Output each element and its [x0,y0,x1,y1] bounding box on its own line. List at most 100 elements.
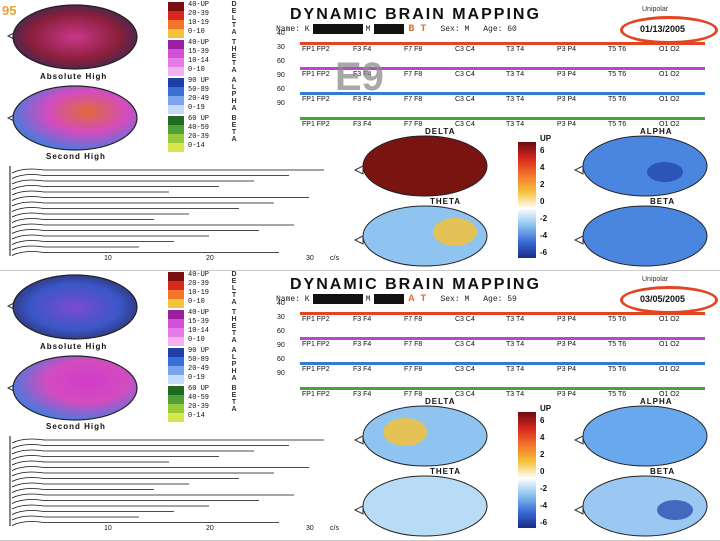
mapping-title: DYNAMIC BRAIN MAPPING [290,6,541,23]
age-label: Age: 59 [483,295,517,305]
electrode-label: P3 P4 [557,391,577,398]
legend-range-delta: 20-39 [188,280,210,288]
electrode-label: O1 O2 [659,341,680,348]
legend-swatch-alpha [168,96,184,105]
band-letter: H [231,316,237,323]
legend-range-delta: 0-10 [188,298,205,306]
legend-swatch-delta [168,281,184,290]
legend-range-beta: 60 UP [188,115,210,123]
band-letter: E [231,8,237,15]
axis-tick: 40 [277,300,285,307]
patient-header: Name: K M B T Sex: M Age: 60 [276,24,531,35]
electrode-label: T3 T4 [506,46,525,53]
electrode-label: T3 T4 [506,71,525,78]
legend-range-delta: 40-UP [188,1,210,9]
axis-tick: 60 [277,328,285,335]
second-high-label: Second High [46,422,106,431]
electrode-label: C3 C4 [455,341,475,348]
electrode-label: O1 O2 [659,96,680,103]
legend-swatch-delta [168,2,184,11]
legend-range-delta: 40-UP [188,271,210,279]
axis-tick: 30 [277,314,285,321]
alpha-map [582,405,708,467]
band-letter: L [231,15,237,22]
legend-range-beta: 0-14 [188,412,205,420]
map-label-theta: THETA [430,197,462,206]
axis-tick: 40 [277,30,285,37]
electrode-label: T3 T4 [506,391,525,398]
frequency-tick: 10 [104,525,112,532]
electrode-label: FP1 FP2 [302,46,330,53]
legend-swatch-beta [168,395,184,404]
redacted-middle [374,24,405,34]
band-trend-line-1 [300,42,705,45]
electrode-label: T3 T4 [506,121,525,128]
legend-swatch-theta [168,67,184,76]
band-letter: L [231,354,237,361]
band-trend-line-3 [300,92,705,95]
band-trend-line-4 [300,117,705,120]
electrode-label: F3 F4 [353,391,372,398]
patient-initials: B T [408,24,427,36]
electrode-label: T3 T4 [506,366,525,373]
band-letter: A [231,406,237,413]
legend-swatch-beta [168,404,184,413]
legend-swatch-alpha [168,375,184,384]
color-scale-tick: 4 [540,163,545,172]
electrode-label: P3 P4 [557,71,577,78]
legend-swatch-theta [168,58,184,67]
electrode-label: FP1 FP2 [302,366,330,373]
band-letter: H [231,98,237,105]
color-scale-tick: -6 [540,518,548,527]
band-letter: A [231,105,237,112]
band-letter: T [231,399,237,406]
electrode-label: F7 F8 [404,121,423,128]
absolute-high-label: Absolute High [40,342,108,351]
color-scale-title: UP [540,404,552,413]
legend-swatch-delta [168,272,184,281]
legend-swatch-theta [168,328,184,337]
band-letter: P [231,91,237,98]
band-letter: D [231,271,237,278]
middle-label: M [365,295,371,305]
color-scale-tick: -2 [540,484,548,493]
electrode-label: T5 T6 [608,391,627,398]
electrode-label: P3 P4 [557,316,577,323]
brain-map-panel-2: Absolute High Second High 40-UP 20-39 10-19 0… [0,270,720,541]
electrode-label: F3 F4 [353,366,372,373]
legend-swatch-alpha [168,357,184,366]
alpha-map [582,135,708,197]
electrode-label: P3 P4 [557,46,577,53]
frequency-tick: 30 [306,255,314,262]
electrode-label: FP1 FP2 [302,96,330,103]
patient-header: Name: K M A T Sex: M Age: 59 [276,294,531,305]
legend-swatch-beta [168,134,184,143]
band-letter: A [231,67,237,74]
legend-swatch-beta [168,143,184,152]
electrode-label: C3 C4 [455,366,475,373]
band-letter: E [231,278,237,285]
patient-initials: A T [408,294,427,306]
axis-tick: 60 [277,58,285,65]
band-letter: T [231,39,237,46]
electrode-label: T5 T6 [608,341,627,348]
sex-label: Sex: M [440,25,470,35]
color-scale-tick: 6 [540,146,545,155]
name-label: Name: K [276,25,310,35]
map-label-beta: BETA [650,197,676,206]
legend-swatch-alpha [168,78,184,87]
color-scale-tick: -4 [540,501,548,510]
band-letter: T [231,22,237,29]
mapping-title: DYNAMIC BRAIN MAPPING [290,276,541,293]
axis-tick: 60 [277,86,285,93]
band-letter: T [231,309,237,316]
name-label: Name: K [276,295,310,305]
band-letter: T [231,60,237,67]
band-letter: T [231,129,237,136]
band-letter: A [231,299,237,306]
brain-map-panel-1: Absolute High Second High 40-UP 20-39 10-19 0… [0,1,720,271]
